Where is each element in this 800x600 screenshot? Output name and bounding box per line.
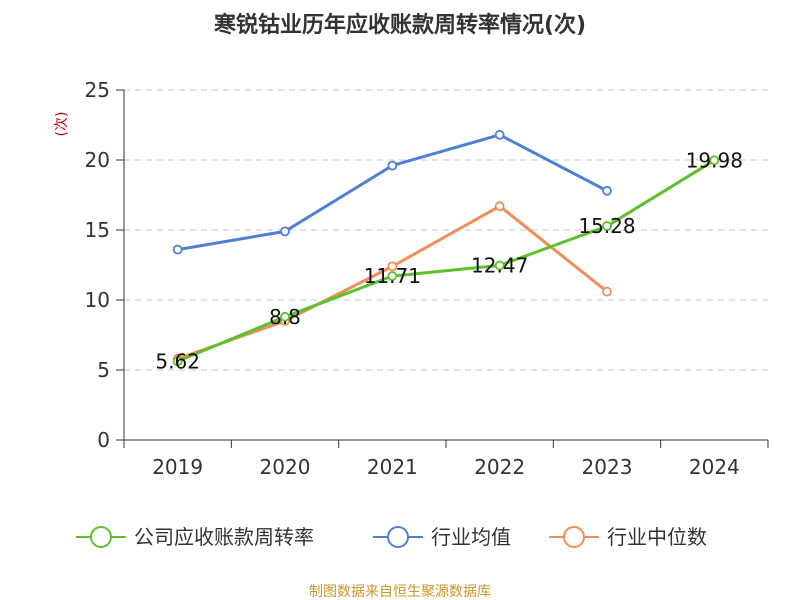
legend-item-0[interactable]: 公司应收账款周转率 [76, 525, 314, 549]
data-label-2023: 15.28 [578, 214, 635, 238]
legend-item-1[interactable]: 行业均值 [373, 525, 511, 549]
point-1-2021 [387, 160, 398, 171]
legend-item-2[interactable]: 行业中位数 [549, 525, 707, 549]
point-2-2023 [602, 286, 612, 297]
data-label-2020: 8.8 [269, 305, 301, 329]
x-tick-label-2019: 2019 [152, 455, 203, 479]
data-labels: 5.62 8.8 11.71 12.47 15.28 19.98 [155, 148, 743, 373]
point-0-2021 [387, 271, 398, 281]
series-line-1 [176, 133, 609, 252]
chart-title: 寒锐钴业历年应收账款周转率情况(次) [214, 12, 586, 38]
series [172, 129, 720, 367]
point-1-2019 [172, 244, 183, 255]
x-tick-label-2022: 2022 [474, 455, 525, 479]
series-2 [172, 201, 612, 364]
y-tick-label-10: 10 [85, 288, 110, 312]
y-tick-label-5: 5 [97, 358, 110, 382]
point-1-2020 [280, 226, 290, 237]
data-label-2019: 5.62 [155, 349, 200, 373]
series-0 [172, 155, 720, 367]
legend-label-1: 行业均值 [431, 525, 511, 549]
y-tick-label-0: 0 [97, 428, 110, 452]
legend-label-0: 公司应收账款周转率 [134, 525, 314, 549]
legend-marker-2 [563, 526, 585, 548]
x-tick-label-2024: 2024 [689, 455, 740, 479]
data-label-2021: 11.71 [364, 264, 421, 288]
point-0-2022 [494, 260, 505, 271]
legend[interactable]: 公司应收账款周转率 行业均值 行业中位数 [76, 525, 707, 549]
point-0-2023 [602, 221, 612, 231]
y-tick-label-20: 20 [85, 148, 110, 172]
axes: 0 5 10 15 20 25 2019 2020 2021 2022 2023 2024 [85, 78, 769, 479]
legend-label-2: 行业中位数 [607, 525, 707, 549]
x-tick-label-2023: 2023 [582, 455, 633, 479]
y-axis-label: (次) [54, 112, 70, 137]
point-0-2020 [280, 311, 290, 322]
y-tick-label-15: 15 [85, 218, 110, 242]
x-tick-label-2020: 2020 [260, 455, 311, 479]
point-1-2023 [602, 185, 612, 196]
legend-marker-1 [387, 526, 409, 548]
point-0-2019 [172, 356, 183, 367]
source-note: 制图数据来自恒生聚源数据库 [309, 584, 491, 600]
point-1-2022 [494, 129, 505, 140]
point-0-2024 [709, 155, 720, 166]
data-label-2024: 19.98 [686, 148, 743, 172]
grid [124, 89, 768, 371]
x-tick-label-2021: 2021 [367, 455, 418, 479]
legend-marker-0 [90, 526, 112, 548]
series-1 [172, 129, 612, 255]
point-2-2022 [494, 201, 505, 212]
y-tick-label-25: 25 [85, 78, 110, 102]
point-2-2021 [387, 261, 398, 272]
data-label-2022: 12.47 [471, 253, 528, 277]
series-line-0 [176, 158, 716, 363]
